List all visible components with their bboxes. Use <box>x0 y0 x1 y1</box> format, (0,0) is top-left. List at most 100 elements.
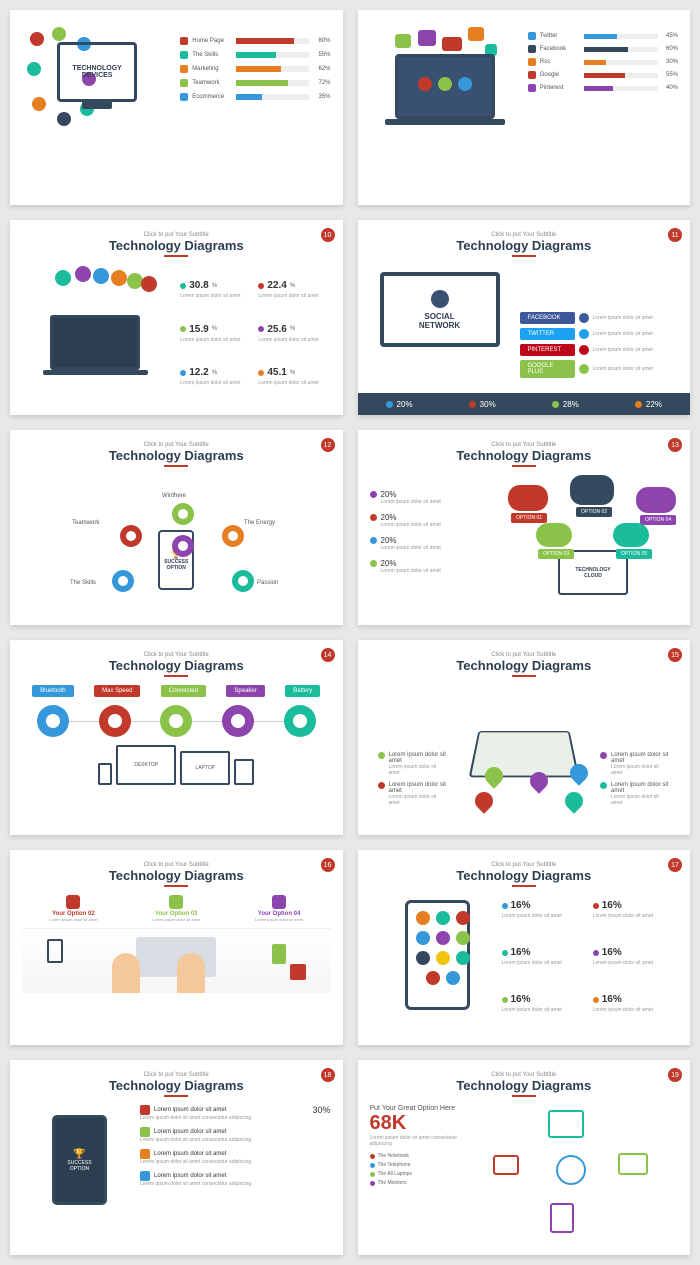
orbit-icon <box>112 570 134 592</box>
network-node-icon <box>548 1110 584 1138</box>
legend-desc: Lorem ipsum dolor sit amet consectetur a… <box>140 1137 331 1143</box>
stat-value: 16% <box>602 947 622 958</box>
cloud-label: OPTION 03 <box>538 549 574 559</box>
bar-label: Teamwork <box>192 80 232 86</box>
map-pin-icon <box>561 788 586 813</box>
slide-3: 10 Click to put Your Subtitle Technology… <box>10 220 343 415</box>
option-item: Your Option 04 Lorem ipsum dolor sit ame… <box>254 895 304 922</box>
slide-1: TECHNOLOGY DEVICES Home Page 80% The Ski… <box>10 10 343 205</box>
option-desc: Lorem ipsum dolor sit amet <box>254 917 304 922</box>
laptop-icon: SOCIALNETWORK <box>380 272 500 347</box>
bar-row: Rss 30% <box>528 58 678 66</box>
stat-desc: Lorem ipsum dolor sit amet <box>593 1007 674 1014</box>
laptop-text: SOCIALNETWORK <box>419 312 460 330</box>
stat-value: 20% <box>381 490 441 499</box>
share-icon <box>431 290 449 308</box>
phone-icon <box>405 900 470 1010</box>
app-icon <box>458 77 472 91</box>
hand-icon <box>177 953 205 993</box>
app-icon <box>446 971 460 985</box>
orbit-icon <box>222 525 244 547</box>
chat-bubble-icon <box>442 37 462 51</box>
bar-row: Google 55% <box>528 71 678 79</box>
app-icon <box>438 77 452 91</box>
stat-row: 20% Lorem ipsum dolor sit amet <box>370 513 480 528</box>
title: Technology Diagrams <box>22 238 331 253</box>
app-icon <box>436 951 450 965</box>
footer-stat: 30% <box>469 400 496 409</box>
orbit-label: Winthere <box>162 493 186 499</box>
stat-row: 20% Lorem ipsum dolor sit amet <box>370 536 480 551</box>
bar-row: Pinterest 40% <box>528 84 678 92</box>
stat-desc: Lorem ipsum dolor sit amet <box>381 545 441 551</box>
orbit-label: The Energy <box>244 520 275 526</box>
slide-number: 14 <box>321 648 335 662</box>
footer-stat: 28% <box>552 400 579 409</box>
legend-icon <box>140 1171 150 1181</box>
bar-pct: 55% <box>313 52 331 58</box>
bar-label: Twitter <box>540 33 580 39</box>
footer-stat: 22% <box>635 400 662 409</box>
network-row: FACEBOOK Lorem ipsum dolor sit amet <box>520 312 653 324</box>
slide-number: 18 <box>321 1068 335 1082</box>
bar-label: Marketing <box>192 66 232 72</box>
tree-node-icon <box>141 276 157 292</box>
title: Technology Diagrams <box>370 658 679 673</box>
cloud-icon <box>636 487 676 513</box>
bar-pct: 60% <box>662 46 678 52</box>
side-item: Lorem ipsum dolor sit amet Lorem ipsum d… <box>600 752 670 776</box>
legend-desc: Lorem ipsum dolor sit amet consectetur a… <box>140 1159 331 1165</box>
bar-pct: 35% <box>313 94 331 100</box>
side-head: Lorem ipsum dolor sit amet <box>611 752 670 764</box>
float-icon <box>57 112 71 126</box>
float-icon <box>30 32 44 46</box>
side-item: Lorem ipsum dolor sit amet Lorem ipsum d… <box>600 782 670 806</box>
feature-circle-icon <box>160 705 192 737</box>
desc: Lorem ipsum dolor sit amet consectetur a… <box>370 1135 480 1147</box>
calculator-icon <box>272 944 286 964</box>
network-label: FACEBOOK <box>520 312 575 324</box>
stat-desc: Lorem ipsum dolor sit amet <box>593 960 674 967</box>
legend-head: Lorem ipsum dolor sit amet <box>154 1173 226 1179</box>
stat-desc: Lorem ipsum dolor sit amet <box>381 522 441 528</box>
laptop-icon <box>395 54 495 119</box>
big-number: 68K <box>370 1112 480 1135</box>
bar-pct: 40% <box>662 85 678 91</box>
map-pin-icon <box>471 788 496 813</box>
stat-value: 20% <box>381 559 441 568</box>
legend-icon <box>140 1149 150 1159</box>
bar-pct: 55% <box>662 72 678 78</box>
cloud-icon <box>536 523 572 547</box>
title: Technology Diagrams <box>22 658 331 673</box>
bar-label: Ecommerce <box>192 94 232 100</box>
stat-value: 16% <box>511 900 531 911</box>
network-label: PINTEREST <box>520 344 575 356</box>
stat-item: 22.4% Lorem ipsum dolor sit amet <box>258 280 326 318</box>
side-head: Lorem ipsum dolor sit amet <box>389 782 448 794</box>
network-node-icon <box>493 1155 519 1175</box>
bar-label: Pinterest <box>540 85 580 91</box>
stat-item: 12.2% Lorem ipsum dolor sit amet <box>180 367 248 405</box>
stat-desc: Lorem ipsum dolor sit amet <box>180 380 248 387</box>
slide-10: 17 Click to put Your Subtitle Technology… <box>358 850 691 1045</box>
title: Technology Diagrams <box>370 868 679 883</box>
cloud-icon <box>508 485 548 511</box>
legend-item: Lorem ipsum dolor sit amet 30% Lorem ips… <box>140 1105 331 1121</box>
device-icon: LAPTOP <box>180 751 230 785</box>
title: Technology Diagrams <box>370 448 679 463</box>
stat-item: 16% Lorem ipsum dolor sit amet <box>593 900 674 941</box>
stat-value: 16% <box>602 900 622 911</box>
monitor-title-2: DEVICES <box>60 72 134 79</box>
device-icon: DESKTOP <box>116 745 176 785</box>
orbit-icon <box>232 570 254 592</box>
tree-node-icon <box>55 270 71 286</box>
cloud-icon <box>613 523 649 547</box>
legend-row: The Monitors <box>370 1180 480 1186</box>
stat-desc: Lorem ipsum dolor sit amet <box>502 913 583 920</box>
network-icon <box>579 364 589 374</box>
network-row: PINTEREST Lorem ipsum dolor sit amet <box>520 344 653 356</box>
slide-number: 12 <box>321 438 335 452</box>
stat-value: 20% <box>381 513 441 522</box>
social-icon <box>528 71 536 79</box>
stat-item: 16% Lorem ipsum dolor sit amet <box>593 994 674 1035</box>
